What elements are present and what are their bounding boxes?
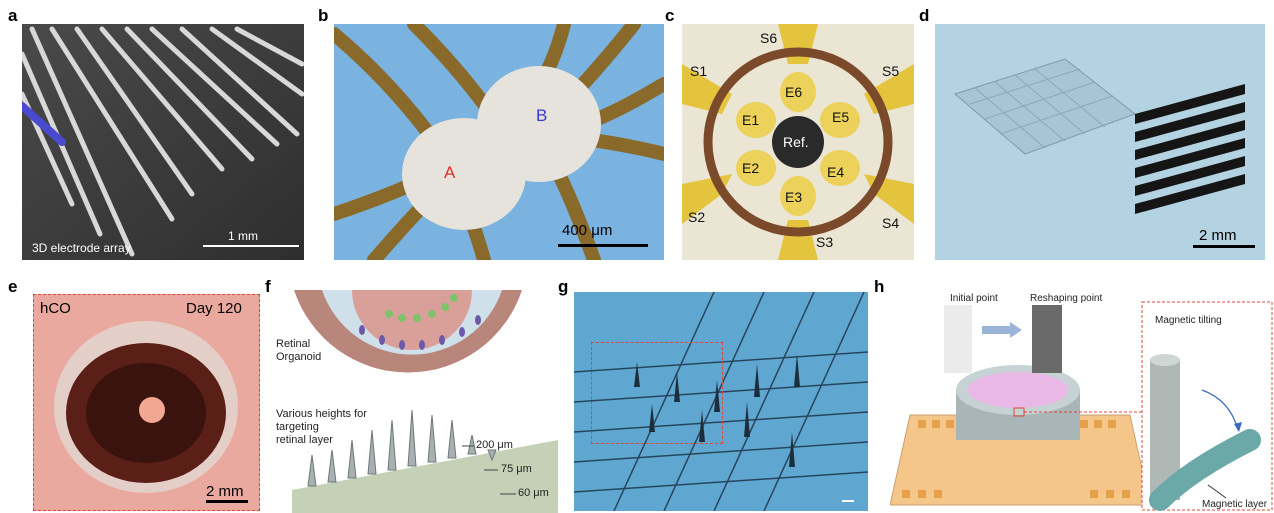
- mesh-electrode-illustration: [935, 24, 1265, 260]
- panel-h-illustration: Initial point Reshaping point Magnetic t…: [890, 290, 1274, 513]
- magnetic-layer-label: Magnetic layer: [1202, 499, 1268, 510]
- electrode-e3: E3: [785, 189, 803, 205]
- panel-label-d: d: [919, 6, 930, 25]
- scale-bar-e: [206, 500, 248, 503]
- height-label-200: 200 μm: [476, 439, 513, 451]
- microneedle-array-photo: [574, 292, 868, 511]
- reference-electrode: Ref.: [783, 134, 809, 150]
- scale-label-b: 400 μm: [562, 222, 613, 239]
- sample-label-hco: hCO: [40, 300, 71, 317]
- electrode-array-illustration: [22, 24, 304, 260]
- panel-g-image: [574, 292, 868, 511]
- scale-label-a: 1 mm: [228, 229, 258, 243]
- reshaping-point-label: Reshaping point: [1030, 293, 1103, 304]
- panel-label-g: g: [558, 277, 569, 296]
- electrode-e4: E4: [827, 164, 845, 180]
- site-s3: S3: [816, 234, 834, 250]
- panel-e-image: hCO Day 120 2 mm: [33, 294, 260, 511]
- panel-label-b: b: [318, 6, 329, 25]
- mea-chip-illustration: [682, 24, 914, 260]
- region-b-label: B: [536, 106, 548, 125]
- caption-3d-electrode-array: 3D electrode array: [32, 241, 131, 255]
- electrode-e5: E5: [832, 109, 850, 125]
- organoid-well-illustration: [34, 295, 258, 509]
- electrode-e1: E1: [742, 112, 760, 128]
- site-s5: S5: [882, 63, 900, 79]
- panel-b-image: A B 400 μm: [334, 24, 664, 260]
- day-label: Day 120: [186, 300, 242, 317]
- site-s1: S1: [690, 63, 708, 79]
- site-s6: S6: [760, 30, 778, 46]
- panel-label-c: c: [665, 6, 675, 25]
- retinal-organoid-label: Retinal Organoid: [276, 338, 322, 363]
- scale-bar-a: [203, 245, 299, 247]
- scale-bar-d: [1193, 245, 1255, 248]
- magnetic-tilting-label: Magnetic tilting: [1155, 315, 1222, 326]
- panel-d-image: 2 mm: [935, 24, 1265, 260]
- various-heights-note: Various heights for targeting retinal la…: [276, 408, 367, 446]
- panel-label-e: e: [8, 277, 18, 296]
- electrode-e6: E6: [785, 84, 803, 100]
- height-label-60: 60 μm: [518, 487, 549, 499]
- panel-c-image: S6 S1 S5 S2 S4 S3 E6 E1 E5 E2 E4 E3 Ref.: [682, 24, 914, 260]
- region-a-label: A: [444, 163, 456, 182]
- magnetic-reshaping-diagram: [890, 301, 1273, 511]
- panel-label-f: f: [265, 277, 271, 296]
- scale-bar-g: [842, 500, 854, 502]
- zoom-region-box: [591, 342, 723, 444]
- panel-label-h: h: [874, 277, 885, 296]
- panel-label-a: a: [8, 6, 18, 25]
- scale-bar-b: [558, 244, 648, 247]
- organoid-on-electrodes: [334, 24, 664, 260]
- initial-point-label: Initial point: [950, 293, 998, 304]
- scale-label-d: 2 mm: [1199, 227, 1237, 244]
- panel-a-sem-image: 3D electrode array 1 mm: [22, 24, 304, 260]
- panel-f-illustration: Retinal Organoid Various heights for tar…: [272, 290, 558, 513]
- electrode-e2: E2: [742, 160, 760, 176]
- retinal-organoid-diagram: [292, 290, 558, 513]
- height-label-75: 75 μm: [501, 463, 532, 475]
- site-s2: S2: [688, 209, 706, 225]
- scale-label-e: 2 mm: [206, 483, 244, 500]
- site-s4: S4: [882, 215, 900, 231]
